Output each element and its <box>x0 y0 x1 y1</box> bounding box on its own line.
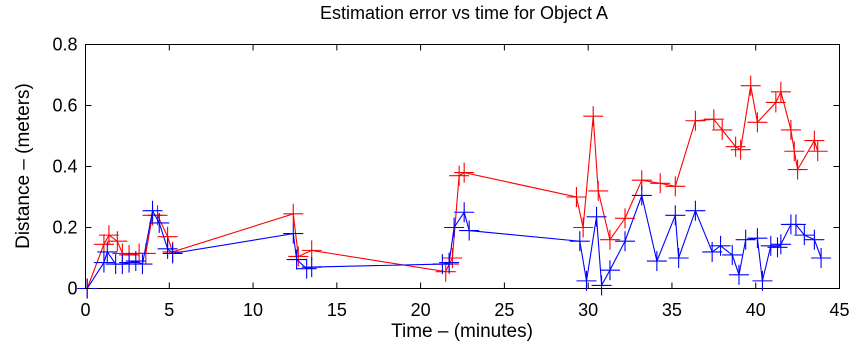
data-point-marker <box>442 248 463 268</box>
data-point-marker <box>97 241 118 262</box>
data-point-marker <box>288 246 309 267</box>
data-point-marker <box>599 260 620 281</box>
data-point-marker <box>728 264 749 285</box>
data-point-marker <box>765 92 786 113</box>
data-point-marker <box>722 244 743 265</box>
data-point-marker <box>162 243 183 264</box>
data-point-marker <box>149 212 170 233</box>
data-point-marker <box>735 229 756 250</box>
data-point-marker <box>712 119 733 140</box>
data-point-marker <box>583 106 604 127</box>
data-point-marker <box>725 136 746 157</box>
x-tick-label: 25 <box>494 300 514 320</box>
data-point-marker <box>702 241 723 262</box>
data-point-marker <box>665 176 686 197</box>
data-point-marker <box>631 185 652 206</box>
y-tick-label: 0 <box>67 279 77 299</box>
data-point-marker <box>588 180 609 201</box>
data-point-marker <box>730 139 751 160</box>
data-point-marker <box>615 231 636 252</box>
data-point-marker <box>283 203 304 224</box>
x-tick-label: 30 <box>578 300 598 320</box>
data-point-marker <box>685 110 706 131</box>
data-point-marker <box>785 214 806 235</box>
data-point-marker <box>784 141 805 162</box>
x-axis-label: Time – (minutes) <box>391 321 533 342</box>
data-point-marker <box>767 237 788 258</box>
plot-area <box>77 44 840 299</box>
data-point-marker <box>650 173 671 194</box>
data-point-marker <box>770 81 791 102</box>
data-point-marker <box>444 217 465 238</box>
data-point-marker <box>665 205 686 226</box>
data-point-marker <box>703 109 724 130</box>
data-point-marker <box>132 254 153 275</box>
y-tick-label: 0.2 <box>52 218 77 238</box>
y-axis: 0 0.2 0.4 0.6 0.8 <box>52 35 840 299</box>
chart-title: Estimation error vs time for Object A <box>320 3 608 23</box>
x-axis: 0 5 10 15 20 25 30 35 40 45 <box>80 44 850 320</box>
data-point-marker <box>454 162 475 183</box>
data-point-marker <box>807 141 828 162</box>
data-point-marker <box>439 252 460 273</box>
data-point-marker <box>599 229 620 250</box>
x-tick-label: 0 <box>80 300 90 320</box>
x-tick-label: 40 <box>746 300 766 320</box>
data-point-marker <box>740 75 761 96</box>
data-point-marker <box>747 228 768 249</box>
data-point-marker <box>93 252 114 273</box>
data-point-marker <box>283 223 304 244</box>
series-layer <box>77 75 832 299</box>
data-point-marker <box>685 200 706 221</box>
series-1 <box>77 185 832 299</box>
data-point-marker <box>668 248 689 268</box>
data-point-marker <box>296 258 317 279</box>
data-point-marker <box>459 220 480 241</box>
data-point-marker <box>301 240 322 261</box>
data-point-marker <box>301 257 322 278</box>
y-tick-label: 0.8 <box>52 35 77 55</box>
data-point-marker <box>435 261 456 282</box>
data-point-marker <box>710 235 731 256</box>
data-point-marker <box>93 234 114 255</box>
data-point-marker <box>142 200 163 221</box>
x-tick-label: 45 <box>829 300 849 320</box>
data-point-marker <box>804 229 825 250</box>
x-tick-label: 15 <box>327 300 347 320</box>
data-point-marker <box>811 248 832 268</box>
data-point-marker <box>573 217 594 238</box>
data-point-marker <box>98 225 119 246</box>
x-tick-label: 20 <box>411 300 431 320</box>
data-point-marker <box>147 205 168 226</box>
data-point-marker <box>752 270 773 291</box>
data-point-marker <box>770 234 791 255</box>
x-tick-label: 5 <box>164 300 174 320</box>
y-tick-label: 0.4 <box>52 157 77 177</box>
data-point-marker <box>566 187 587 207</box>
data-point-marker <box>157 238 178 259</box>
data-point-marker <box>449 165 470 186</box>
data-point-marker <box>615 208 636 229</box>
data-point-marker <box>787 159 808 180</box>
x-tick-label: 35 <box>662 300 682 320</box>
data-point-marker <box>794 225 815 246</box>
data-point-marker <box>286 249 307 270</box>
data-point-marker <box>747 112 768 133</box>
plot-frame <box>85 44 840 289</box>
series-0 <box>77 75 828 299</box>
data-point-marker <box>780 119 801 140</box>
data-point-marker <box>804 130 825 151</box>
data-point-marker <box>646 251 667 272</box>
data-point-marker <box>569 231 590 252</box>
data-point-marker <box>576 270 597 291</box>
data-point-marker <box>586 206 607 227</box>
y-axis-label: Distance – (meters) <box>13 83 34 249</box>
y-tick-label: 0.6 <box>52 96 77 116</box>
data-point-marker <box>454 202 475 223</box>
x-tick-label: 10 <box>243 300 263 320</box>
data-point-marker <box>107 231 128 252</box>
data-point-marker <box>591 275 612 296</box>
